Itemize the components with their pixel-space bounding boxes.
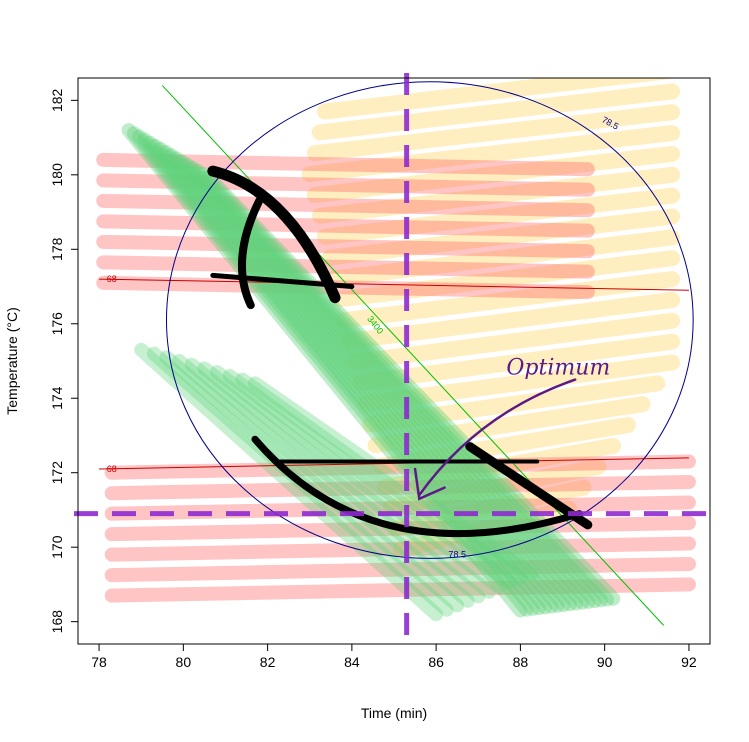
yellow-band-stroke	[337, 271, 681, 329]
y-tick-label: 176	[49, 312, 65, 336]
annotation-arrow	[418, 378, 577, 497]
green-band-stroke	[201, 170, 621, 606]
yellow-band-stroke	[382, 458, 607, 516]
y-tick-label: 174	[49, 386, 65, 410]
x-tick-label: 86	[428, 654, 444, 670]
x-axis-title: Time (min)	[361, 705, 427, 721]
plot-frame	[77, 77, 711, 645]
ink-stroke	[210, 272, 355, 290]
green-band-stroke	[247, 376, 538, 581]
x-tick-label: 82	[260, 654, 276, 670]
x-axis: 78 80 82 84 86 88 90 92	[91, 644, 697, 670]
annotation-label: Optimum	[506, 355, 610, 380]
green-band-stroke	[235, 372, 528, 586]
x-tick-label: 80	[176, 654, 192, 670]
y-tick-label: 182	[49, 88, 65, 112]
yellow-band-stroke	[357, 354, 681, 412]
yellow-band-stroke	[306, 104, 681, 162]
x-tick-label: 90	[597, 654, 613, 670]
yellow-band-stroke	[306, 145, 681, 203]
y-tick-label: 178	[49, 237, 65, 261]
yellow-band-stroke	[311, 83, 681, 141]
yellow-band-stroke	[311, 166, 681, 224]
annotation-arrowhead	[413, 467, 446, 501]
red-band-stroke	[96, 255, 595, 279]
shaded-regions	[96, 78, 696, 622]
y-tick-label: 172	[49, 461, 65, 485]
yellow-band-stroke	[332, 250, 681, 308]
yellow-band-stroke	[321, 208, 681, 266]
red-band-stroke	[104, 454, 696, 480]
red-band-stroke	[104, 475, 696, 501]
yellow-band-stroke	[362, 375, 666, 433]
yellow-band-stroke	[316, 78, 675, 120]
y-tick-label: 168	[49, 610, 65, 634]
yellow-band-stroke	[316, 187, 681, 245]
y-axis-title: Temperature (°C)	[4, 307, 20, 415]
x-tick-label: 78	[91, 654, 107, 670]
yellow-band-stroke	[387, 479, 592, 537]
yellow-band-stroke	[342, 291, 681, 349]
green-band-stroke	[195, 166, 615, 607]
green-band-stroke	[134, 342, 444, 622]
red-band-stroke	[96, 173, 595, 197]
green-band-stroke	[159, 350, 465, 613]
red-band-stroke	[96, 234, 595, 259]
yellow-band-stroke	[352, 333, 681, 391]
red-band-stroke	[104, 577, 696, 603]
x-tick-label: 88	[513, 654, 529, 670]
red-band-stroke	[96, 152, 595, 177]
yellow-band-stroke	[372, 417, 636, 475]
contour-label: 68	[107, 274, 117, 284]
ink-stroke	[207, 165, 341, 304]
y-tick-label: 170	[49, 535, 65, 559]
ink-stroke	[251, 435, 583, 538]
green-band-stroke	[172, 354, 475, 608]
red-band-stroke	[104, 556, 696, 583]
yellow-band-stroke	[367, 396, 651, 454]
red-band-stroke	[96, 214, 595, 238]
contour-label: 78.5	[448, 550, 466, 560]
ink-stroke	[238, 196, 264, 310]
y-tick-label: 180	[49, 163, 65, 187]
y-axis: 168 170 172 174 176 178 180 182	[49, 88, 78, 633]
yellow-band-stroke	[327, 229, 681, 287]
red-band-stroke	[96, 193, 595, 218]
contour-ellipse	[165, 81, 694, 559]
yellow-band-stroke	[347, 312, 681, 370]
red-band-stroke	[104, 536, 696, 562]
optimum-crosshair: Optimum	[74, 73, 710, 644]
green-band-stroke	[222, 368, 517, 590]
x-tick-label: 84	[344, 654, 360, 670]
contour-line	[161, 85, 665, 626]
contour-line	[99, 278, 689, 291]
yellow-band-stroke	[301, 125, 681, 183]
contour-label: 68	[107, 464, 117, 474]
green-band-stroke	[197, 361, 496, 599]
green-band-stroke	[210, 365, 507, 595]
x-tick-label: 92	[681, 654, 697, 670]
green-band-stroke	[184, 357, 486, 604]
